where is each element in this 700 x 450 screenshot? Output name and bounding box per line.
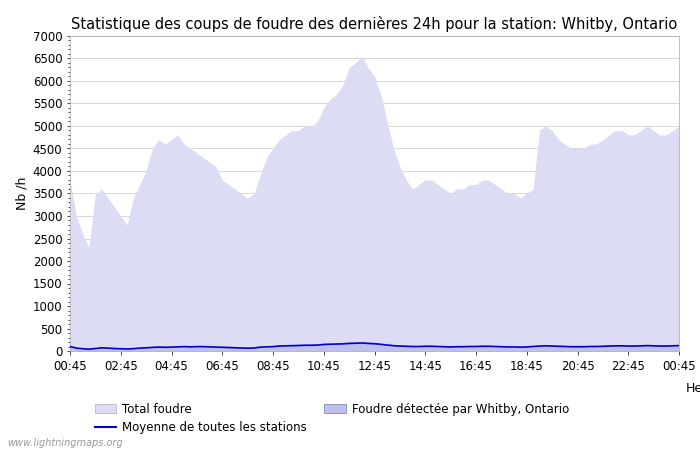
Text: www.lightningmaps.org: www.lightningmaps.org: [7, 438, 122, 448]
Text: Heure: Heure: [686, 382, 700, 395]
Title: Statistique des coups de foudre des dernières 24h pour la station: Whitby, Ontar: Statistique des coups de foudre des dern…: [71, 16, 678, 32]
Legend: Total foudre, Moyenne de toutes les stations, Foudre détectée par Whitby, Ontari: Total foudre, Moyenne de toutes les stat…: [90, 398, 573, 439]
Y-axis label: Nb /h: Nb /h: [15, 177, 29, 210]
